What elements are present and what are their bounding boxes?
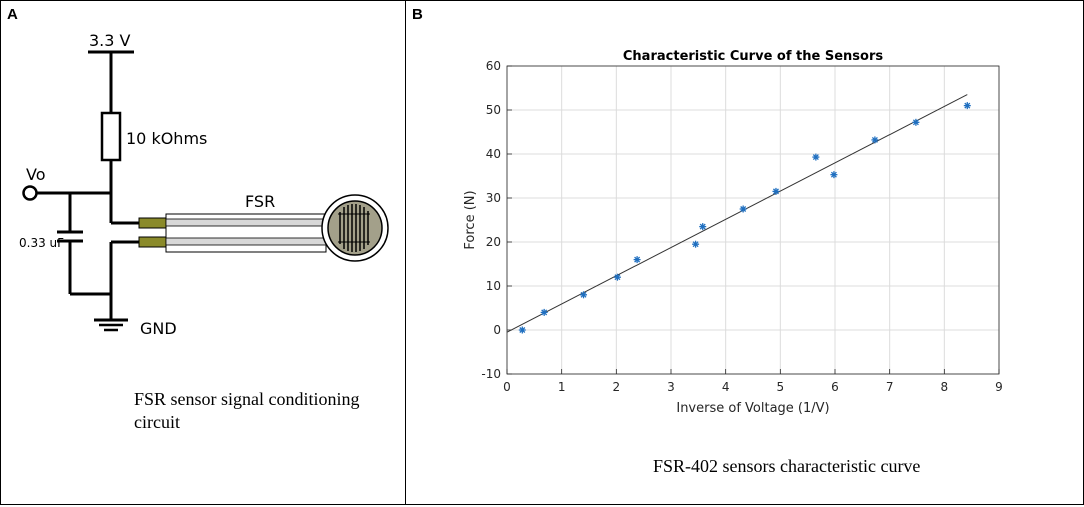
data-point (540, 308, 548, 316)
x-tick-label: 9 (995, 380, 1003, 394)
y-tick-label: 10 (486, 279, 501, 293)
x-axis-label: Inverse of Voltage (1/V) (676, 401, 829, 416)
data-point (912, 118, 920, 126)
vo-terminal (22, 185, 38, 201)
ground-label: GND (140, 319, 177, 338)
x-tick-label: 2 (613, 380, 621, 394)
resistor-label: 10 kOhms (126, 129, 207, 148)
data-point (580, 291, 588, 299)
y-tick-label: 20 (486, 235, 501, 249)
circuit-diagram: 3.3 V 10 kOhms Vo 0.33 uF FSR GND (19, 31, 389, 338)
data-point (963, 102, 971, 110)
panel-b-caption: FSR-402 sensors characteristic curve (653, 456, 921, 476)
fsr-trace-bottom (165, 237, 327, 246)
x-tick-label: 0 (503, 380, 511, 394)
y-tick-label: 0 (493, 323, 501, 337)
y-tick-label: -10 (481, 367, 501, 381)
fsr-head-inner (327, 200, 383, 256)
x-tick-label: 5 (777, 380, 785, 394)
data-point (518, 326, 526, 334)
chart-title: Characteristic Curve of the Sensors (623, 49, 883, 64)
data-point (692, 240, 700, 248)
fsr-pad-top (138, 217, 167, 229)
chart-grid (506, 65, 1000, 375)
y-tick-label: 50 (486, 103, 501, 117)
y-tick-label: 60 (486, 59, 501, 73)
fsr-pad-bottom (138, 236, 167, 248)
panel-a-label: A (7, 6, 18, 23)
supply-label: 3.3 V (89, 31, 131, 50)
sensor-label: FSR (245, 192, 275, 211)
data-point (633, 256, 641, 264)
fsr-trace-top (165, 218, 327, 227)
data-point (739, 205, 747, 213)
x-tick-label: 4 (722, 380, 730, 394)
resistor (100, 111, 122, 162)
fit-line (506, 94, 968, 333)
x-tick-label: 3 (667, 380, 675, 394)
data-point (613, 273, 621, 281)
x-tick-label: 6 (831, 380, 839, 394)
plot-area-border (506, 65, 1000, 375)
data-point (699, 223, 707, 231)
data-point (772, 187, 780, 195)
y-axis-label: Force (N) (463, 190, 478, 249)
x-tick-label: 8 (941, 380, 949, 394)
data-point (871, 136, 879, 144)
y-tick-label: 40 (486, 147, 501, 161)
x-tick-label: 1 (558, 380, 566, 394)
capacitor-label: 0.33 uF (19, 236, 64, 250)
output-label: Vo (26, 165, 46, 184)
chart-series (506, 94, 971, 334)
x-tick-label: 7 (886, 380, 894, 394)
data-point (812, 153, 820, 161)
data-point (830, 171, 838, 179)
y-tick-label: 30 (486, 191, 501, 205)
fsr-sensor (138, 194, 389, 262)
panel-b-label: B (412, 6, 423, 23)
panel-divider (405, 0, 406, 504)
panel-a-caption-line1: FSR sensor signal conditioning (134, 389, 360, 409)
panel-a-caption-line2: circuit (134, 412, 180, 432)
